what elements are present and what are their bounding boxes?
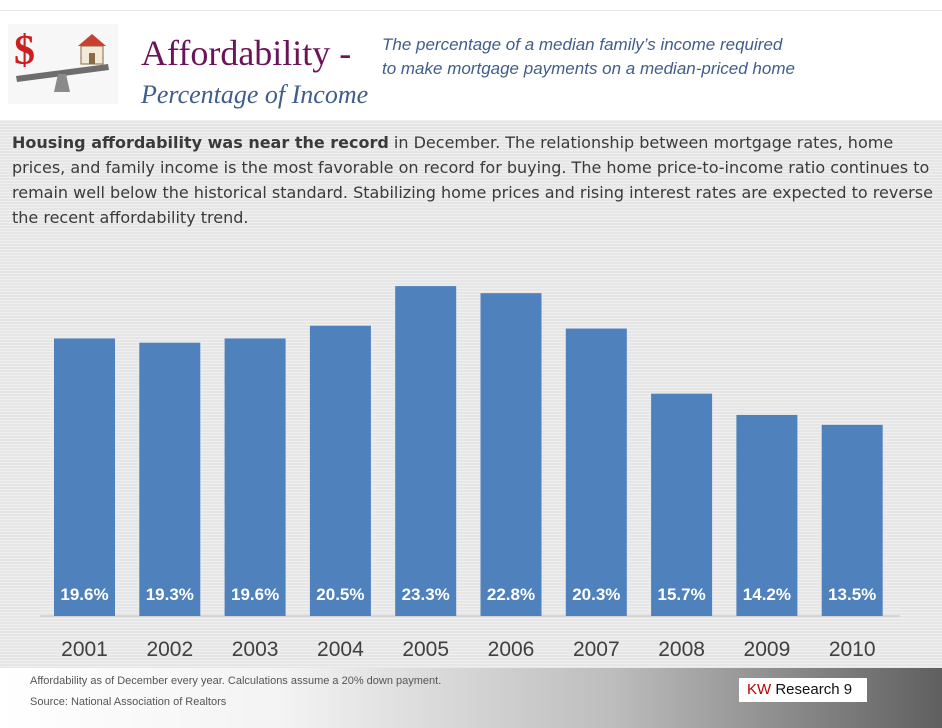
data-label-2004: 20.5% bbox=[316, 585, 364, 604]
bar-2008 bbox=[651, 393, 713, 616]
data-label-2008: 15.7% bbox=[657, 585, 705, 604]
bar-2009 bbox=[736, 414, 798, 616]
kw-research-badge: KW Research 9 bbox=[739, 678, 867, 702]
intro-text: in December. The relationship between mo… bbox=[12, 133, 933, 227]
x-tick-label-2005: 2005 bbox=[402, 638, 449, 661]
x-tick-label-2009: 2009 bbox=[744, 638, 791, 661]
x-tick-label-2002: 2002 bbox=[146, 638, 193, 661]
research-page-label: Research 9 bbox=[771, 681, 853, 698]
data-label-2007: 20.3% bbox=[572, 585, 620, 604]
dollar-sign: $ bbox=[14, 28, 35, 74]
x-tick-label-2001: 2001 bbox=[61, 638, 108, 661]
data-label-2001: 19.6% bbox=[60, 585, 108, 604]
slide-header bbox=[0, 0, 942, 120]
x-tick-label-2003: 2003 bbox=[232, 638, 279, 661]
bar-2006 bbox=[480, 293, 542, 616]
kw-brand: KW bbox=[747, 681, 772, 698]
header-divider bbox=[0, 10, 942, 11]
data-label-2009: 14.2% bbox=[743, 585, 791, 604]
dollar-house-seesaw-icon: $ bbox=[8, 24, 118, 104]
intro-lead: Housing affordability was near the recor… bbox=[12, 133, 389, 152]
bar-2004 bbox=[309, 325, 371, 616]
page-subtitle: Percentage of Income bbox=[141, 80, 369, 109]
intro-paragraph: Housing affordability was near the recor… bbox=[12, 130, 937, 230]
bar-2005 bbox=[395, 286, 457, 616]
bar-2003 bbox=[224, 338, 286, 616]
bar-2002 bbox=[139, 342, 201, 616]
footnote: Affordability as of December every year.… bbox=[30, 675, 442, 687]
x-tick-label-2010: 2010 bbox=[829, 638, 876, 661]
title-description: The percentage of a median family’s inco… bbox=[382, 33, 902, 81]
data-label-2005: 23.3% bbox=[402, 585, 450, 604]
source-note: Source: National Association of Realtors bbox=[30, 696, 227, 708]
description-line-2: to make mortgage payments on a median-pr… bbox=[382, 59, 795, 78]
description-line-1: The percentage of a median family’s inco… bbox=[382, 35, 783, 54]
data-label-2002: 19.3% bbox=[146, 585, 194, 604]
affordability-bar-chart: 19.6% 2001 19.3% 2002 19.6% 2003 20.5% 2004 23.3… bbox=[40, 286, 900, 661]
x-tick-label-2008: 2008 bbox=[658, 638, 705, 661]
bar-2010 bbox=[821, 424, 883, 616]
data-label-2006: 22.8% bbox=[487, 585, 535, 604]
bar-2007 bbox=[565, 328, 627, 616]
data-label-2003: 19.6% bbox=[231, 585, 279, 604]
bar-2001 bbox=[54, 338, 115, 616]
x-tick-label-2006: 2006 bbox=[488, 638, 535, 661]
x-tick-label-2007: 2007 bbox=[573, 638, 620, 661]
page-title: Affordability - bbox=[141, 33, 352, 73]
x-tick-label-2004: 2004 bbox=[317, 638, 364, 661]
data-label-2010: 13.5% bbox=[828, 585, 876, 604]
